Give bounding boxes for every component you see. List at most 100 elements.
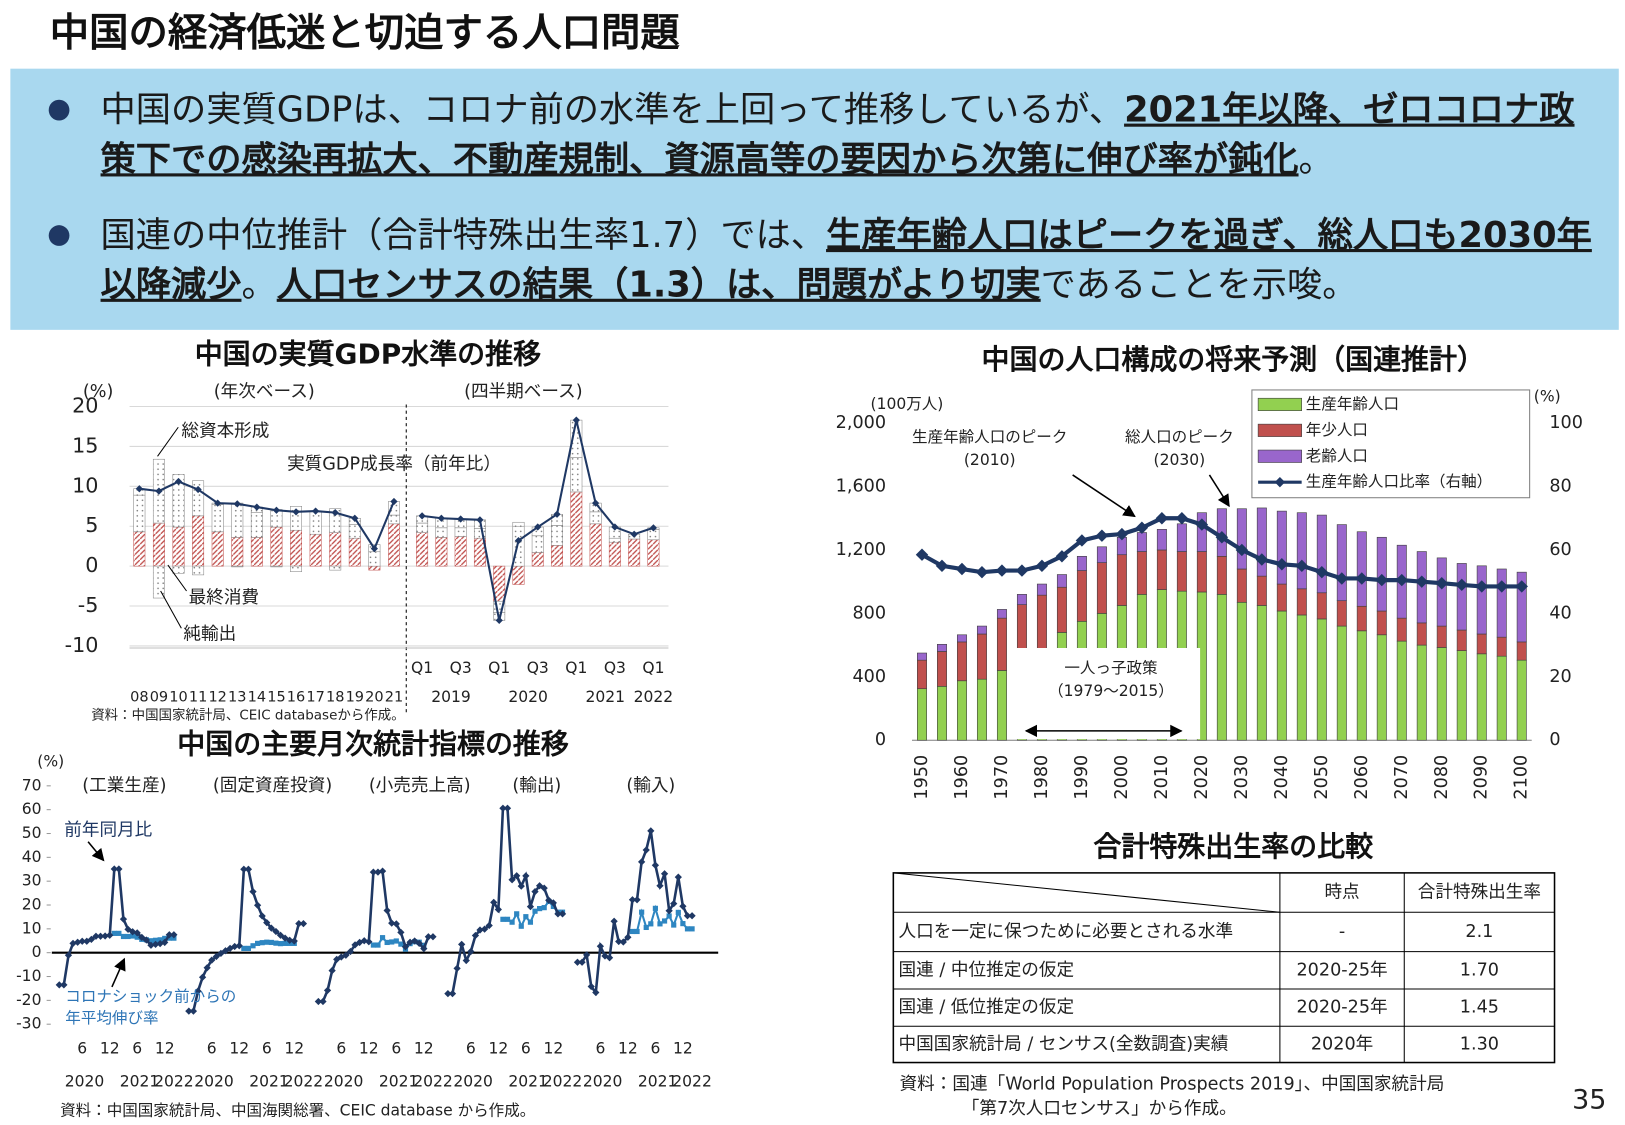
line-marker [554,910,562,918]
line-marker [665,907,673,915]
line-marker [558,910,567,918]
bar-segment [1096,546,1107,563]
line-marker [522,872,530,880]
bar-segment [1076,555,1087,571]
line-marker [1035,559,1049,573]
line-marker [1495,580,1508,593]
line-marker [647,827,655,835]
x-tick-label: 19 [346,690,364,706]
table-cell: 2020年 [1311,1034,1373,1054]
line-marker [383,906,391,915]
x-tick-label: Q3 [604,659,626,677]
line-marker [639,909,645,915]
bar-segment [1296,588,1307,616]
panel-label: (工業生産) [82,776,166,796]
line-marker [1155,512,1169,525]
line-marker [1355,572,1369,585]
bar-segment [1136,532,1147,552]
line-marker [277,941,284,947]
x-tick-label: 6 [391,1040,401,1058]
line-marker [467,947,475,956]
bar-segment [250,512,263,538]
x-tick-label: 12 [618,1040,638,1058]
annotation: (2010) [964,451,1016,469]
year-label: 2022 [154,1073,194,1091]
line-marker [331,509,339,517]
table-cell: - [1339,922,1345,942]
annotation-arrow [111,957,126,988]
line-marker [541,905,547,911]
series-label: 最終消費 [189,588,259,608]
x-tick-label: 18 [326,690,344,706]
bar-segment [570,457,583,493]
bar-segment [1036,594,1047,650]
line-marker [500,916,506,922]
bullet-text: 中国の実質GDPは、コロナ前の水準を上回って推移しているが、2021年以降、ゼロ… [101,85,1604,184]
bar-segment [647,539,660,567]
line-marker [634,928,640,935]
bar-segment [976,625,987,635]
x-tick-label: 21 [385,690,403,706]
legend-swatch [1257,423,1302,437]
table-cell: 人口を一定に保つために必要とされる水準 [899,922,1234,942]
line-marker [389,939,395,945]
line-marker [1315,565,1329,579]
x-tick-label: 6 [336,1040,346,1058]
x-tick-label: 12 [229,1040,249,1058]
line-marker [258,912,266,920]
bar-segment [1316,592,1327,620]
bar-segment [1496,568,1507,638]
series-label-box: コロナショック前からの年平均伸び率 [65,987,236,1027]
bullet-dot [48,225,70,246]
bar-segment [1396,617,1407,642]
bar-segment [172,565,185,574]
line-marker [587,982,595,991]
y-tick-label: 10 [72,473,98,497]
section-label: (四半期ベース) [464,382,583,402]
line-marker [314,997,323,1006]
line-marker [596,942,605,950]
line-marker [955,562,969,576]
line-marker [630,530,638,538]
bar-segment [1236,508,1247,570]
line-marker [648,921,654,927]
year-label: 2021 [120,1073,160,1091]
bar-segment [1496,655,1507,741]
annotation: (2030) [1154,451,1206,469]
line-marker [572,416,580,424]
y2-tick-label: 100 [1549,413,1583,433]
bar-segment [1176,523,1187,552]
y-tick-label: 0 [85,553,98,577]
line-marker [671,922,677,928]
bar-segment [250,537,263,567]
bar-segment [388,514,400,525]
line [139,480,395,551]
bar-segment [133,494,146,533]
bar-segment [937,643,947,652]
y-tick-label: 800 [852,603,886,623]
chart-title: 中国の実質GDP水準の推移 [195,338,541,371]
x-tick-label: 1970 [992,755,1012,800]
legend-label: 生産年齢人口比率（右軸） [1306,473,1492,491]
line-marker [573,958,582,966]
x-tick-label: 6 [262,1040,272,1058]
line-marker [1015,564,1029,577]
year-label: 2021 [379,1073,419,1091]
y2-tick-label: 0 [1549,730,1560,750]
x-tick-label: 2100 [1512,755,1532,800]
x-tick-label: 11 [189,690,207,706]
bar-segment [1396,640,1407,741]
line-marker [532,908,538,914]
y2-tick-label: 60 [1549,540,1571,560]
bar-segment [1516,571,1527,643]
legend-label: 生産年齢人口 [1306,395,1399,413]
x-tick-label: 2030 [1232,755,1252,800]
bar-segment [368,551,381,567]
panel-label: (小売売上高) [369,776,471,796]
x-tick-label: 2060 [1352,755,1372,800]
line-marker [1335,572,1349,585]
bar-segment [589,523,602,567]
line-marker [651,861,660,869]
line-marker [1475,580,1488,593]
